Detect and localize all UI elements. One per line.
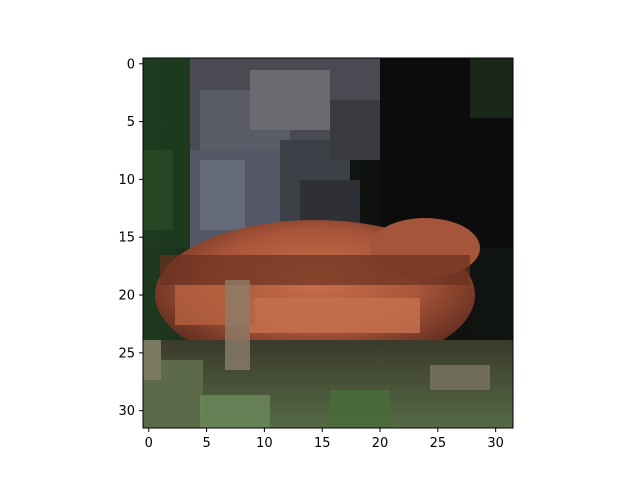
x-tick-label: 25 xyxy=(430,436,447,451)
x-tick-label: 20 xyxy=(372,436,389,451)
y-tick-label: 15 xyxy=(118,231,135,246)
y-tick-label: 10 xyxy=(118,173,135,188)
axes-frame xyxy=(142,57,514,429)
x-tick-label: 10 xyxy=(256,436,273,451)
x-tick-label: 0 xyxy=(145,436,153,451)
x-axis: 0 5 10 15 20 25 30 xyxy=(145,428,504,451)
y-tick-label: 30 xyxy=(118,404,135,419)
y-tick-label: 20 xyxy=(118,289,135,304)
x-tick-label: 15 xyxy=(314,436,331,451)
y-axis: 0 5 10 15 20 25 30 xyxy=(118,57,143,419)
y-tick-label: 25 xyxy=(118,346,135,361)
x-tick-label: 30 xyxy=(487,436,504,451)
image-plot xyxy=(143,58,513,428)
x-tick-label: 5 xyxy=(202,436,210,451)
y-tick-label: 5 xyxy=(127,115,135,130)
y-tick-label: 0 xyxy=(127,57,135,72)
